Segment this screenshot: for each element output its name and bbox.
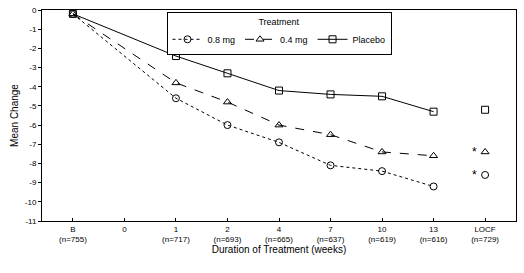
svg-text:*: *	[472, 145, 477, 159]
svg-text:Mean Change: Mean Change	[9, 84, 20, 147]
svg-text:Treatment: Treatment	[258, 17, 299, 27]
svg-text:0.8 mg: 0.8 mg	[208, 35, 236, 45]
svg-text:0: 0	[122, 225, 127, 234]
svg-text:-3: -3	[29, 63, 37, 72]
svg-text:0.4 mg: 0.4 mg	[280, 35, 308, 45]
svg-text:-7: -7	[29, 140, 37, 149]
svg-text:1(n=717): 1(n=717)	[162, 225, 190, 244]
svg-text:0: 0	[32, 6, 37, 15]
svg-text:-5: -5	[29, 102, 37, 111]
svg-text:-1: -1	[29, 25, 37, 34]
svg-text:-11: -11	[25, 217, 37, 226]
svg-text:-10: -10	[25, 198, 37, 207]
svg-text:Duration of Treatment (weeks): Duration of Treatment (weeks)	[212, 244, 347, 255]
svg-text:*: *	[472, 168, 477, 182]
svg-text:13(n=616): 13(n=616)	[420, 225, 448, 244]
svg-text:Placebo: Placebo	[353, 35, 386, 45]
svg-text:-9: -9	[29, 178, 37, 187]
svg-text:-8: -8	[29, 159, 37, 168]
svg-text:LOCF(n=729): LOCF(n=729)	[471, 225, 499, 244]
svg-text:-2: -2	[29, 44, 37, 53]
svg-text:10(n=619): 10(n=619)	[368, 225, 396, 244]
svg-text:4(n=665): 4(n=665)	[265, 225, 293, 244]
svg-text:-6: -6	[29, 121, 37, 130]
svg-text:B(n=755): B(n=755)	[59, 225, 87, 244]
svg-text:7(n=637): 7(n=637)	[317, 225, 345, 244]
svg-text:-4: -4	[29, 83, 37, 92]
svg-text:2(n=693): 2(n=693)	[214, 225, 242, 244]
